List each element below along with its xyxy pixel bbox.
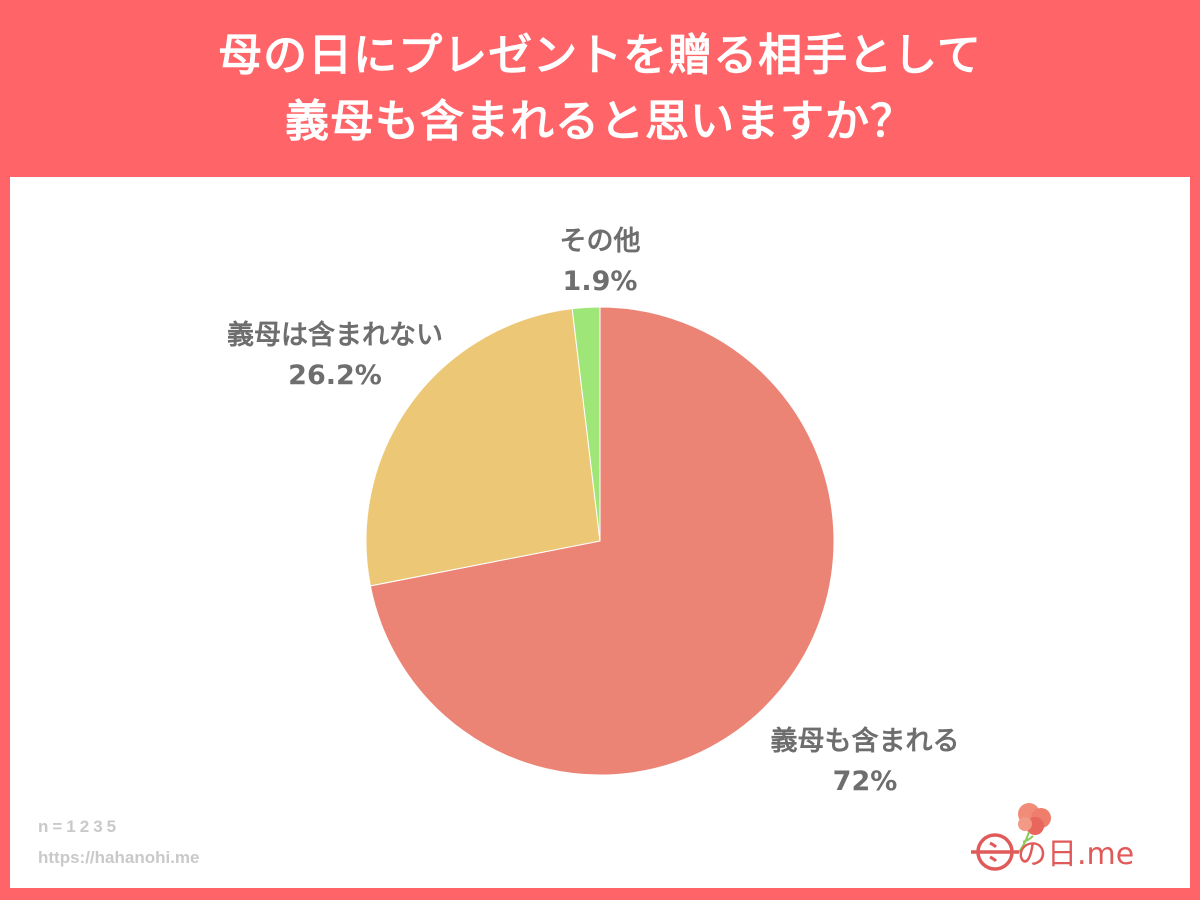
label-other-name: その他 — [559, 226, 641, 257]
label-included-name: 義母も含まれる — [770, 726, 960, 757]
title-line-1: 母の日にプレゼントを贈る相手として — [218, 29, 982, 81]
chart-title: 母の日にプレゼントを贈る相手として 義母も含まれると思いますか？ — [0, 0, 1200, 177]
label-included: 義母も含まれる 72% — [745, 722, 985, 802]
site-logo: の日.me — [963, 796, 1173, 880]
title-line-2: 義母も含まれると思いますか？ — [285, 95, 915, 147]
slice-other — [571, 306, 601, 542]
label-not-included-value: 26.2% — [288, 360, 382, 391]
label-not-included: 義母は含まれない 26.2% — [205, 316, 465, 396]
sample-size: n=1235 — [38, 817, 121, 836]
logo-text: の日.me — [1017, 837, 1134, 872]
label-other-value: 1.9% — [562, 266, 638, 297]
slice-not-included — [365, 308, 601, 587]
label-included-value: 72% — [832, 766, 898, 797]
label-other: その他 1.9% — [530, 222, 670, 302]
slice-included — [369, 306, 835, 776]
source-url: https://hahanohi.me — [38, 848, 200, 867]
label-not-included-name: 義母は含まれない — [227, 320, 443, 351]
carnation-logo-icon: の日.me — [971, 803, 1134, 872]
